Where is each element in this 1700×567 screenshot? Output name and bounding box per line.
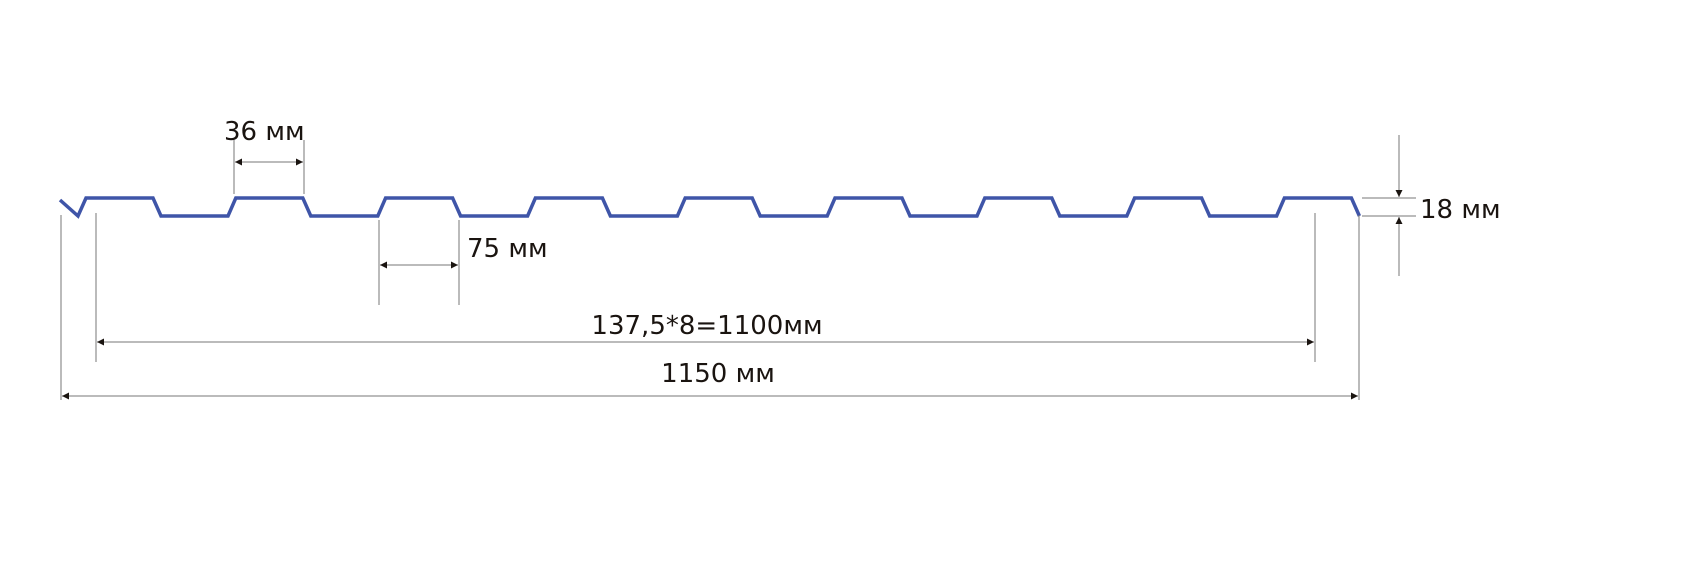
label-height: 18 мм xyxy=(1420,195,1501,225)
dimension-lines xyxy=(60,135,1416,400)
label-working-width: 137,5*8=1100мм xyxy=(591,311,822,341)
label-total-width: 1150 мм xyxy=(661,359,775,389)
corrugated-profile-outline xyxy=(58,196,1361,219)
label-rib-bottom-gap: 75 мм xyxy=(467,234,548,264)
label-rib-top-width: 36 мм xyxy=(224,117,305,147)
